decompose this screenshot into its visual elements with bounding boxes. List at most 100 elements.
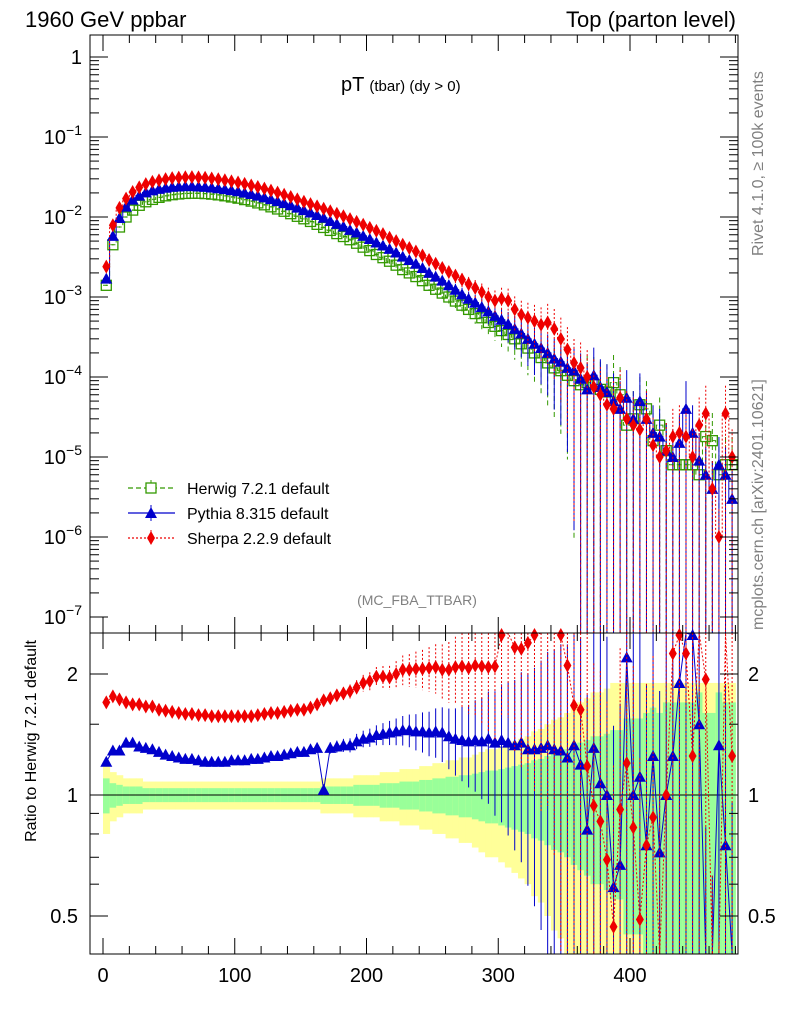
data-point [113,744,126,756]
data-point [668,646,677,661]
series-pythia [100,180,739,633]
data-point [264,193,277,205]
data-point [484,660,493,675]
data-point [510,302,519,317]
data-point [297,204,310,216]
y-tick-label: 10−6 [44,522,82,549]
data-point [423,279,435,291]
data-point [352,680,361,695]
data-point [550,321,559,336]
data-point [510,640,519,655]
band-1sigma [406,781,414,810]
data-point [464,660,473,675]
data-point [530,628,539,643]
data-point [583,370,592,384]
data-point [286,703,295,718]
data-point [108,689,117,704]
data-point [319,693,328,708]
data-point [589,798,598,813]
data-point [563,658,572,673]
data-point [332,206,341,221]
data-point [563,342,572,357]
data-point [462,292,475,304]
data-point [436,726,449,738]
data-point [403,267,415,279]
data-point [719,839,732,851]
main-title: pT (tbar) (dy > 0) [341,74,461,96]
data-point [581,383,594,395]
data-point [416,262,429,274]
data-point [523,635,532,650]
data-point [403,254,416,266]
ratio-y-tick-label-right: 1 [748,785,759,807]
data-point [490,293,499,308]
analysis-tag: (MC_FBA_TTBAR) [357,592,477,608]
data-point [304,206,317,218]
data-point [442,730,455,742]
data-point [108,218,117,233]
data-point [418,661,427,676]
data-point [201,708,210,723]
ratio-y-tick-label: 0.5 [50,906,78,928]
data-point [655,450,664,464]
ratio-y-tick-label: 1 [67,785,78,807]
data-point [372,669,381,684]
data-point [181,170,190,185]
data-point [570,355,579,370]
data-point [240,709,249,724]
data-point [122,191,131,206]
data-point [363,233,376,245]
data-point [451,660,460,675]
legend-label: Herwig 7.2.1 default [187,481,330,498]
data-point [497,628,506,643]
data-point [115,200,124,215]
x-tick-label: 300 [482,965,515,987]
data-point [405,240,414,255]
band-1sigma [432,778,440,814]
data-point [306,700,315,715]
data-point [681,429,690,444]
data-point [620,391,633,403]
data-point [649,438,658,453]
data-point [708,481,717,496]
data-point [693,454,706,466]
data-point [495,734,508,746]
data-point [568,739,581,751]
data-point [411,244,420,259]
data-point [240,176,249,191]
data-point [502,317,515,329]
y-tick-label: 10−4 [44,362,82,389]
legend-marker-square-icon [145,482,157,494]
data-point [635,912,644,927]
data-point [253,180,262,195]
data-point [370,248,383,261]
data-point [484,290,493,304]
data-point [495,313,508,325]
data-point [681,646,690,661]
data-point [365,220,374,235]
data-point [475,300,488,312]
data-point [383,242,396,254]
data-point [616,390,625,405]
data-point [317,211,330,223]
data-point [234,709,243,724]
data-point [390,246,403,258]
data-point [201,170,210,185]
data-point [306,197,315,212]
data-point [260,707,269,722]
data-point [633,770,646,782]
data-point [589,379,598,394]
data-point [712,739,725,751]
data-point [352,214,361,229]
data-point [187,170,196,185]
data-point [220,173,229,188]
data-point [458,272,467,287]
main-panel: 1 10−1 10−2 10−3 10−4 10−5 10−6 10−7 pT (tbar) (… [44,34,739,634]
data-point [635,422,644,437]
data-point [207,171,216,186]
data-point [324,215,337,227]
data-point [609,401,618,416]
data-point [436,274,449,286]
data-point [701,672,710,687]
data-point [106,229,119,241]
